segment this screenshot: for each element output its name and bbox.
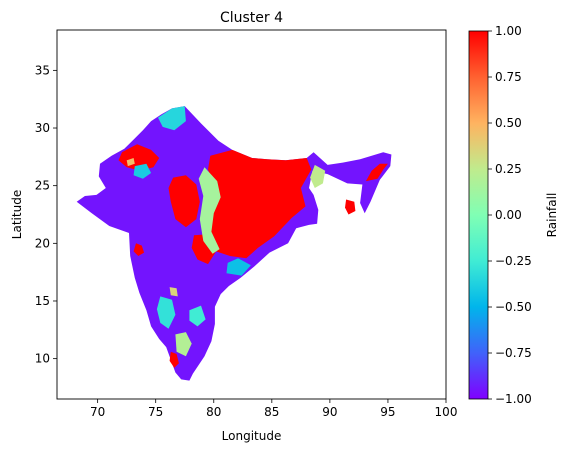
x-axis-ticks: 70 75 80 85 90 95 100 — [90, 399, 457, 419]
heatmap-region-13 — [175, 332, 192, 357]
heatmap-region-6 — [365, 163, 388, 182]
y-axis-ticks: 10 15 20 25 30 35 — [35, 63, 57, 366]
heatmap-region-11 — [158, 106, 186, 131]
heatmap-region-10 — [310, 164, 326, 188]
x-tick-label: 85 — [264, 405, 279, 419]
heatmap-region-15 — [226, 258, 251, 276]
colorbar — [468, 30, 489, 400]
x-axis-label: Longitude — [222, 429, 282, 443]
colorbar-tick-label: −0.75 — [495, 346, 532, 360]
heatmap-region-16 — [133, 163, 152, 179]
heatmap-region-3 — [168, 175, 200, 228]
heatmap-region-9 — [198, 167, 221, 254]
y-tick-label: 35 — [35, 63, 50, 77]
chart-title: Cluster 4 — [220, 10, 283, 26]
y-tick-label: 25 — [35, 179, 50, 193]
heatmap-region-7 — [133, 243, 145, 256]
colorbar-tick-label: −0.25 — [495, 254, 532, 268]
colorbar-tick-label: −0.50 — [495, 300, 532, 314]
heatmap-region-14 — [189, 305, 206, 327]
x-tick-label: 80 — [206, 405, 221, 419]
x-tick-label: 70 — [90, 405, 105, 419]
heatmap-region-18 — [169, 287, 178, 297]
x-tick-label: 100 — [435, 405, 458, 419]
heatmap-region-12 — [156, 296, 176, 329]
colorbar-tick-label: 0.75 — [495, 70, 522, 84]
y-axis-label: Latitude — [10, 190, 24, 239]
heatmap-region-5 — [345, 199, 356, 215]
heatmap-region-8 — [169, 351, 179, 368]
x-tick-label: 95 — [380, 405, 395, 419]
colorbar-tick-label: 0.50 — [495, 116, 522, 130]
x-tick-label: 90 — [322, 405, 337, 419]
map-regions — [76, 106, 392, 381]
x-tick-label: 75 — [148, 405, 163, 419]
y-tick-label: 30 — [35, 121, 50, 135]
plot-frame — [56, 29, 447, 400]
heatmap-region-17 — [126, 158, 135, 167]
y-tick-label: 15 — [35, 294, 50, 308]
colorbar-tick-label: 0.25 — [495, 162, 522, 176]
y-tick-label: 10 — [35, 352, 50, 366]
y-tick-label: 20 — [35, 236, 50, 250]
colorbar-tick-label: 0.00 — [495, 208, 522, 222]
colorbar-tick-label: 1.00 — [495, 24, 522, 38]
heatmap-region-1 — [208, 149, 312, 259]
colorbar-ticks: 1.00 0.75 0.50 0.25 0.00 −0.25 −0.50 −0.75 −1.00 — [488, 24, 532, 406]
colorbar-tick-label: −1.00 — [495, 392, 532, 406]
colorbar-label: Rainfall — [545, 193, 559, 238]
